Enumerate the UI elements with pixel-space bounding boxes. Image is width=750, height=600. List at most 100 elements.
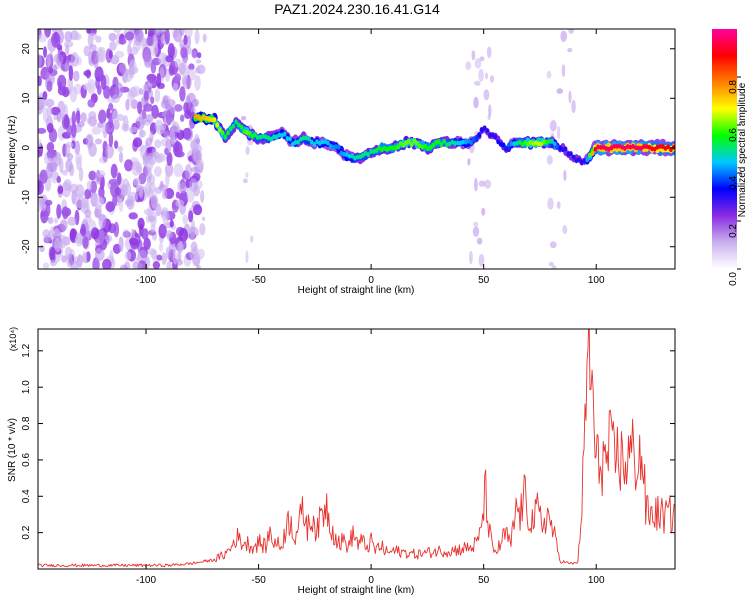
ridge-blob bbox=[442, 138, 446, 144]
noise-blob bbox=[465, 61, 472, 70]
noise-blob bbox=[117, 145, 124, 153]
noise-blob bbox=[82, 236, 89, 249]
colorbar-tick-label: 0.8 bbox=[728, 80, 739, 94]
ridge-blob bbox=[431, 142, 436, 148]
snr-y-tick-label: 0.2 bbox=[21, 525, 32, 539]
noise-blob bbox=[145, 113, 154, 123]
spectrogram-x-tick-label: 0 bbox=[368, 275, 374, 286]
spectrogram-y-tick-label: 10 bbox=[21, 92, 32, 104]
ridge-blob bbox=[296, 139, 301, 145]
noise-blob bbox=[143, 103, 154, 112]
snr-y-ticks: 0.2 0.4 0.6 0.8 1.0 1.2 bbox=[21, 343, 675, 540]
noise-blob bbox=[88, 170, 97, 181]
noise-blob bbox=[56, 111, 62, 123]
noise-blob bbox=[128, 87, 138, 98]
ridge-blob bbox=[625, 144, 630, 150]
noise-blob bbox=[124, 250, 132, 261]
noise-blob bbox=[87, 99, 96, 108]
ridge-blob bbox=[652, 146, 657, 152]
noise-blob bbox=[110, 163, 118, 179]
noise-blob bbox=[546, 70, 552, 79]
spectrogram-y-tick-label: -20 bbox=[21, 239, 32, 254]
noise-blob bbox=[61, 206, 69, 220]
noise-blob bbox=[49, 259, 58, 267]
noise-blob bbox=[38, 127, 47, 134]
ridge-blob bbox=[569, 151, 573, 157]
noise-blob bbox=[70, 52, 79, 67]
noise-blob bbox=[108, 131, 114, 148]
noise-blob bbox=[45, 202, 51, 217]
noise-blob bbox=[139, 129, 146, 138]
noise-blob bbox=[245, 146, 250, 155]
noise-blob bbox=[75, 233, 84, 244]
ridge-blob bbox=[388, 145, 392, 151]
noise-blob bbox=[86, 180, 93, 191]
ridge-blob bbox=[358, 154, 363, 160]
noise-blob bbox=[557, 125, 561, 140]
spectrogram-frame bbox=[37, 28, 676, 270]
ridge-blob bbox=[499, 141, 503, 147]
ridge-blob bbox=[501, 142, 506, 148]
snr-y-tick-label: 0.4 bbox=[21, 489, 32, 503]
noise-blob bbox=[46, 105, 53, 117]
ridge-blob bbox=[607, 146, 611, 152]
ridge-blob bbox=[526, 141, 530, 147]
ridge-blob bbox=[426, 146, 430, 152]
ridge-blob bbox=[439, 142, 444, 148]
noise-blob bbox=[179, 65, 190, 77]
noise-blob bbox=[182, 214, 188, 225]
noise-blob bbox=[131, 160, 142, 176]
ridge-blob bbox=[366, 152, 371, 158]
noise-blob bbox=[152, 261, 161, 269]
noise-blob bbox=[108, 103, 114, 111]
noise-blob bbox=[124, 31, 135, 41]
noise-blob bbox=[67, 216, 77, 226]
ridge-blob bbox=[612, 143, 616, 149]
noise-blob bbox=[201, 216, 206, 221]
noise-blob bbox=[112, 29, 122, 33]
ridge-blob bbox=[490, 132, 495, 138]
noise-blob bbox=[72, 72, 80, 81]
spectrogram-y-tick-label: 0 bbox=[21, 145, 32, 151]
noise-blob bbox=[478, 68, 484, 82]
ridge-blob bbox=[199, 116, 203, 122]
ridge-blob bbox=[293, 140, 298, 145]
noise-blob bbox=[199, 223, 206, 236]
ridge-blob bbox=[301, 135, 306, 141]
noise-blob bbox=[100, 74, 107, 91]
ridge-blob bbox=[574, 158, 579, 164]
noise-blob bbox=[43, 46, 47, 58]
noise-blob bbox=[94, 171, 102, 185]
noise-blob bbox=[467, 158, 471, 166]
ridge-blob bbox=[253, 132, 257, 138]
ridge-blob bbox=[496, 139, 500, 145]
noise-blob bbox=[46, 80, 53, 92]
noise-blob bbox=[186, 186, 195, 203]
ridge-blob bbox=[210, 117, 214, 123]
ridge-blob bbox=[247, 130, 252, 136]
ridge-blob bbox=[631, 143, 635, 149]
ridge-blob bbox=[409, 142, 414, 148]
noise-blob bbox=[546, 155, 553, 165]
ridge-blob bbox=[320, 139, 325, 145]
noise-blob bbox=[476, 237, 483, 245]
noise-blob bbox=[174, 150, 185, 158]
noise-blob bbox=[128, 191, 139, 202]
noise-blob bbox=[46, 122, 54, 134]
noise-blob bbox=[96, 85, 102, 95]
ridge-blob bbox=[517, 139, 522, 145]
ridge-blob bbox=[215, 122, 219, 128]
ridge-blob bbox=[566, 151, 571, 157]
noise-blob bbox=[69, 183, 79, 194]
noise-blob bbox=[484, 179, 491, 189]
noise-blob bbox=[195, 138, 201, 144]
noise-blob bbox=[175, 259, 183, 266]
noise-blob bbox=[62, 169, 68, 176]
noise-blob bbox=[471, 50, 476, 61]
noise-blob bbox=[86, 29, 91, 34]
noise-blob bbox=[485, 72, 488, 80]
noise-blob bbox=[59, 158, 64, 174]
noise-blob bbox=[571, 99, 576, 114]
noise-blob bbox=[154, 139, 162, 149]
